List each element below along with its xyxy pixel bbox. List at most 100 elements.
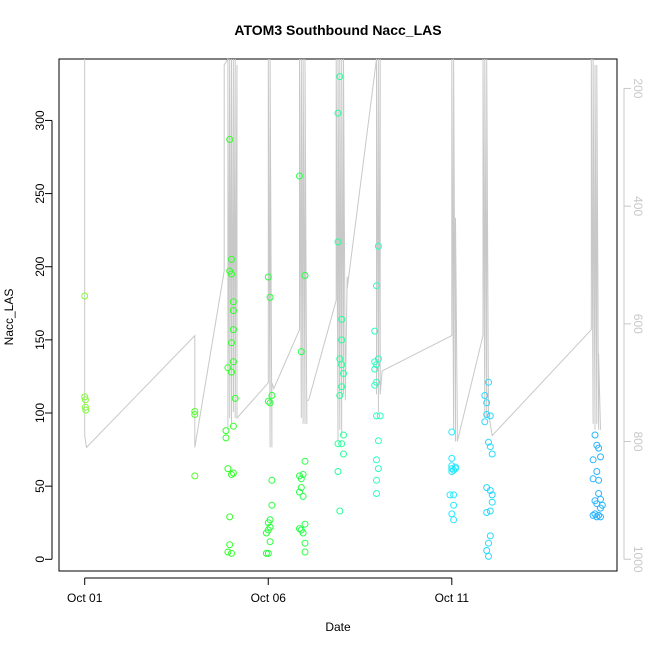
data-point — [264, 519, 272, 527]
data-point — [299, 492, 307, 500]
data-point — [488, 450, 496, 458]
data-point — [296, 525, 303, 533]
axes-layer: Oct 01 Oct 06 Oct 11 0 50 100 150 200 250 300 200 4… — [33, 78, 645, 605]
data-point — [334, 109, 342, 117]
scatter-points-layer — [81, 73, 606, 560]
data-point — [81, 393, 89, 401]
data-point — [448, 454, 456, 462]
data-point — [226, 513, 234, 521]
data-point — [373, 476, 380, 484]
data-point — [222, 434, 230, 442]
data-point — [338, 336, 346, 344]
data-point — [374, 437, 382, 445]
data-point — [340, 370, 347, 377]
y-tick-label: 150 — [33, 330, 47, 350]
data-point — [191, 408, 199, 415]
right-tick-label: 200 — [631, 78, 645, 98]
y-tick-label: 200 — [33, 256, 47, 276]
data-point — [483, 411, 491, 418]
data-point — [373, 456, 380, 464]
data-point — [593, 468, 601, 475]
right-tick-label: 800 — [631, 432, 645, 452]
data-point — [336, 392, 344, 399]
data-point — [483, 399, 491, 407]
data-point — [264, 273, 272, 281]
y-tick-label: 300 — [33, 110, 47, 130]
data-point — [222, 427, 230, 435]
data-point — [229, 307, 237, 315]
data-point — [591, 431, 599, 439]
data-point — [264, 549, 272, 557]
data-point — [297, 484, 305, 492]
x-tick-label: Oct 06 — [251, 591, 287, 605]
data-point — [485, 552, 492, 560]
data-point — [371, 327, 379, 335]
data-point — [450, 516, 458, 524]
data-point — [446, 491, 454, 499]
y-tick-label: 50 — [33, 479, 47, 493]
y-tick-label: 250 — [33, 183, 47, 203]
data-point — [338, 383, 346, 391]
data-point — [486, 507, 494, 515]
data-point — [374, 242, 382, 250]
data-point — [374, 465, 382, 473]
data-point — [81, 396, 89, 404]
data-point — [373, 490, 380, 497]
data-point — [595, 444, 603, 452]
data-point — [224, 465, 232, 473]
data-point — [338, 315, 346, 323]
data-point — [228, 270, 235, 278]
data-point — [486, 532, 494, 540]
data-point — [266, 399, 274, 407]
data-point — [371, 365, 379, 373]
data-point — [228, 368, 235, 376]
data-point — [228, 339, 235, 347]
data-point — [82, 406, 90, 414]
data-point — [301, 457, 309, 465]
data-point — [597, 513, 604, 521]
data-point — [485, 438, 492, 446]
data-point — [373, 412, 380, 420]
data-point — [297, 348, 305, 356]
data-point — [448, 465, 456, 473]
data-point — [334, 238, 342, 246]
data-point — [268, 476, 276, 484]
chart-title: ATOM3 Southbound Nacc_LAS — [234, 22, 441, 38]
data-point — [228, 471, 235, 478]
data-point — [266, 293, 274, 301]
data-point — [224, 548, 232, 556]
data-point — [229, 422, 237, 430]
data-point — [334, 468, 342, 475]
data-point — [450, 491, 458, 499]
data-point — [296, 172, 303, 180]
data-point — [486, 443, 494, 451]
data-point — [268, 501, 276, 509]
data-point — [226, 541, 234, 549]
data-point — [340, 431, 347, 439]
data-point — [589, 511, 597, 519]
data-point — [229, 326, 237, 334]
data-point — [228, 255, 235, 263]
y-tick-label: 100 — [33, 403, 47, 423]
data-point — [486, 412, 494, 420]
data-point — [340, 450, 347, 458]
data-point — [296, 488, 303, 496]
data-point — [301, 272, 309, 279]
data-point — [231, 394, 239, 402]
right-tick-label: 600 — [631, 314, 645, 334]
data-point — [376, 412, 384, 420]
data-point — [481, 392, 489, 399]
data-point — [301, 539, 309, 547]
data-point — [262, 529, 270, 537]
data-point — [297, 475, 305, 483]
data-point — [299, 529, 307, 537]
data-point — [371, 381, 379, 389]
data-point — [485, 378, 492, 386]
data-point — [448, 510, 456, 518]
y-axis-label: Nacc_LAS — [2, 289, 16, 346]
data-point — [224, 364, 232, 372]
data-point — [268, 392, 276, 399]
data-point — [486, 487, 494, 494]
data-point — [81, 403, 89, 411]
